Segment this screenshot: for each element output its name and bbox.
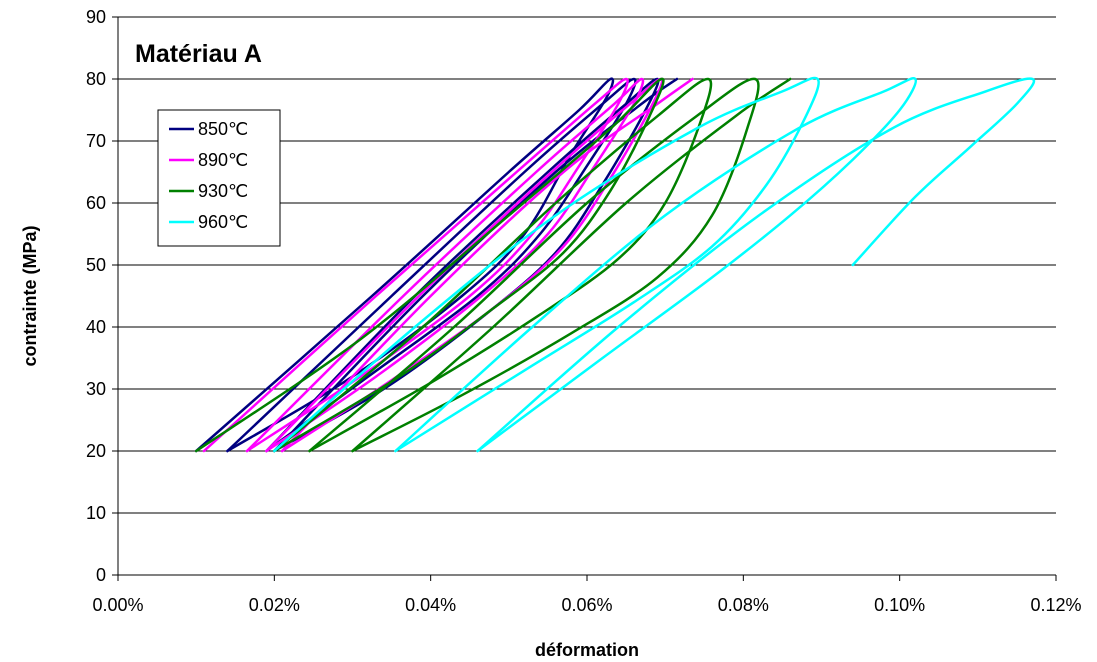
series-3-cycle-0 (273, 76, 820, 453)
legend-label: 930℃ (198, 181, 248, 201)
y-tick-label: 80 (86, 69, 106, 89)
x-tick-label: 0.12% (1030, 595, 1081, 615)
series-0-cycle-1 (226, 77, 637, 453)
plot-area (117, 17, 1056, 576)
y-tick-label: 0 (96, 565, 106, 585)
y-tick-label: 20 (86, 441, 106, 461)
x-tick-label: 0.00% (92, 595, 143, 615)
x-tick-label: 0.08% (718, 595, 769, 615)
x-axis-title: déformation (535, 640, 639, 660)
y-tick-label: 60 (86, 193, 106, 213)
series-0-cycle-3 (273, 77, 679, 453)
legend-label: 890℃ (198, 150, 248, 170)
y-tick-label: 50 (86, 255, 106, 275)
y-tick-label: 70 (86, 131, 106, 151)
y-axis-title: contrainte (MPa) (20, 225, 40, 366)
legend-box (157, 109, 281, 247)
legend-label: 850℃ (198, 119, 248, 139)
legend: 850℃ 890℃ 930℃ 960℃ (157, 109, 281, 247)
series-0-cycle-0 (194, 77, 615, 453)
series-2-cycle-0 (194, 77, 665, 453)
legend-label: 960℃ (198, 212, 248, 232)
y-tick-label: 40 (86, 317, 106, 337)
series-3-cycle-1 (394, 77, 918, 453)
series-3-cycle-2 (476, 77, 1036, 453)
series-2-cycle-1 (273, 77, 713, 453)
x-tick-label: 0.06% (561, 595, 612, 615)
series-3 (273, 76, 1036, 453)
y-tick-label: 10 (86, 503, 106, 523)
series-1-cycle-3 (280, 77, 694, 453)
x-tick-label: 0.04% (405, 595, 456, 615)
x-ticks: 0.00% 0.02% 0.04% 0.06% 0.08% 0.10% 0.12% (92, 575, 1082, 615)
series-1-cycle-1 (245, 77, 645, 453)
y-tick-label: 30 (86, 379, 106, 399)
x-tick-label: 0.10% (874, 595, 925, 615)
y-ticks: 0 10 20 30 40 50 60 70 80 90 (86, 7, 118, 585)
x-tick-label: 0.02% (249, 595, 300, 615)
series-2-cycle-3 (351, 77, 792, 453)
series-2 (194, 77, 792, 453)
chart-title: Matériau A (135, 40, 262, 68)
y-tick-label: 90 (86, 7, 106, 27)
series-group (194, 76, 1036, 453)
series-2-cycle-2 (308, 77, 760, 453)
